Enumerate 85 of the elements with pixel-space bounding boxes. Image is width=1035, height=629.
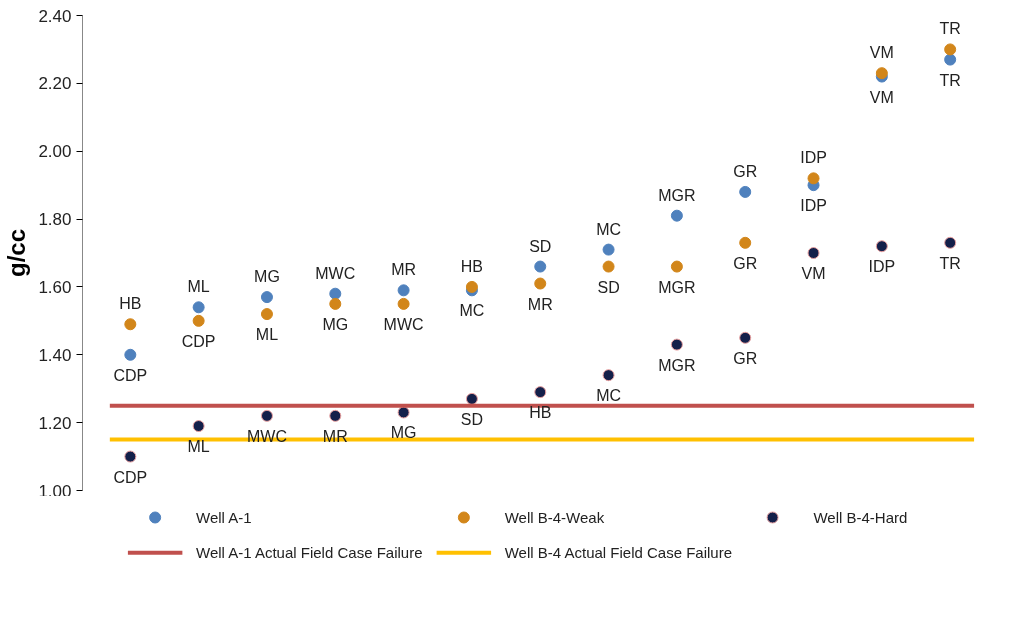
y-tick-label: 1.80: [38, 210, 72, 230]
point: [602, 243, 615, 256]
point: [602, 260, 615, 273]
y-tick-label: 1.60: [38, 277, 72, 297]
data-label: ML: [187, 278, 210, 296]
legend-label: Well B-4-Weak: [504, 509, 605, 526]
data-label: MG: [322, 315, 349, 333]
data-label: MR: [527, 295, 553, 313]
legend-label: Well B-4 Actual Field Case Failure: [504, 544, 733, 562]
point: [124, 348, 137, 361]
point: [465, 392, 478, 405]
point: [944, 53, 957, 66]
point: [739, 185, 752, 198]
data-label: TR: [939, 71, 961, 89]
y-tick-label: 1.20: [38, 413, 72, 433]
data-label: MG: [254, 268, 280, 286]
point: [124, 318, 137, 331]
point: [465, 280, 478, 293]
point: [670, 260, 683, 273]
data-label: HB: [460, 257, 484, 275]
data-label: MC: [459, 302, 485, 320]
point: [192, 301, 205, 314]
point: [534, 260, 547, 273]
data-label: SD: [529, 237, 552, 255]
data-label: MGR: [658, 278, 696, 296]
data-label: SD: [597, 278, 620, 296]
y-tick-label: 2.00: [38, 142, 72, 162]
data-label: IDP: [868, 258, 896, 276]
point: [329, 287, 342, 300]
point: [739, 331, 752, 344]
data-label: MGR: [658, 356, 696, 374]
data-label: SD: [460, 410, 484, 428]
data-label: IDP: [800, 197, 827, 215]
legend-label: Well A-1: [196, 509, 252, 526]
data-label: GR: [733, 162, 758, 180]
point: [807, 172, 820, 185]
point: [192, 314, 205, 327]
data-label: TR: [939, 254, 961, 272]
point: [807, 247, 820, 259]
data-label: MC: [596, 387, 622, 405]
point: [329, 297, 342, 310]
y-tick-label: 1.00: [38, 481, 72, 501]
point: [602, 369, 615, 382]
point: [534, 277, 547, 290]
data-label: VM: [869, 44, 894, 62]
legend-label: Well A-1 Actual Field Case Failure: [196, 544, 423, 562]
legend-label: Well B-4-Hard: [813, 509, 908, 526]
point: [192, 420, 205, 433]
y-tick-label: 2.40: [38, 6, 72, 26]
point: [670, 338, 683, 351]
y-tick-label: 2.20: [38, 74, 72, 94]
data-label: TR: [939, 20, 961, 38]
data-label: MGR: [658, 186, 696, 204]
point: [670, 209, 683, 222]
point: [260, 308, 273, 321]
point: [260, 409, 273, 422]
y-axis-title: g/cc: [3, 228, 31, 278]
data-label: HB: [119, 295, 142, 313]
data-label: MWC: [383, 315, 424, 333]
point: [944, 43, 957, 56]
point: [875, 240, 888, 253]
data-label: MR: [391, 261, 417, 279]
point: [124, 450, 137, 463]
point: [739, 236, 752, 249]
data-label: GR: [733, 254, 758, 272]
data-label: IDP: [800, 149, 827, 167]
data-label: CDP: [113, 366, 148, 384]
data-label: GR: [733, 349, 758, 367]
data-label: MWC: [315, 264, 356, 282]
point: [944, 236, 957, 249]
point: [329, 409, 342, 422]
data-label: CDP: [113, 468, 148, 486]
data-label: ML: [187, 438, 210, 456]
point: [397, 284, 410, 297]
data-label: VM: [869, 88, 894, 106]
data-label: MC: [596, 220, 622, 238]
point: [260, 291, 273, 304]
data-label: HB: [529, 404, 552, 422]
point: [397, 406, 410, 419]
point: [534, 386, 547, 399]
data-label: ML: [255, 326, 279, 344]
y-tick-label: 1.40: [38, 345, 72, 365]
data-label: VM: [801, 265, 826, 282]
point: [397, 297, 410, 310]
data-label: CDP: [181, 332, 216, 350]
